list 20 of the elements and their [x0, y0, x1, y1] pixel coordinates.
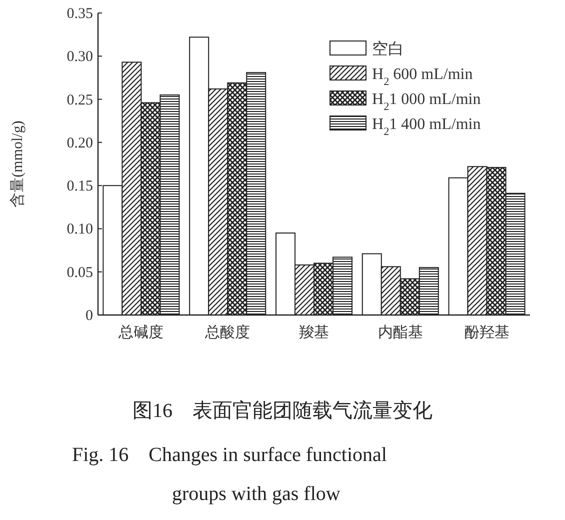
x-tick-label: 总碱度	[118, 324, 164, 341]
y-tick-label: 0.10	[66, 222, 93, 238]
x-tick-label: 酚羟基	[464, 324, 510, 341]
y-tick-label: 0.05	[66, 264, 93, 281]
y-tick-label: 0.30	[66, 49, 93, 66]
legend-label: H$_{2}$1 400 mL/min	[372, 116, 481, 138]
legend-label: 空白	[372, 40, 404, 58]
x-tick-label: 总酸度	[204, 324, 250, 341]
text: 图16 表面官能团随载气流量变化	[132, 399, 432, 422]
y-tick-label: 0.25	[66, 92, 93, 108]
x-tick-label: 羧基	[299, 324, 329, 341]
legend-label: H$_{2}$ 600 mL/min	[372, 66, 473, 88]
text: Fig. 16 Changes in surface functional groups with gas flow	[72, 444, 388, 505]
y-axis-title: 含量(mmol/g)	[9, 120, 26, 208]
y-tick-label: 0.35	[66, 6, 93, 22]
y-tick-label: 0	[86, 308, 93, 324]
y-tick-label: 0.15	[66, 178, 93, 195]
legend-label: H$_{2}$1 000 mL/min	[372, 91, 481, 113]
y-tick-label: 0.20	[66, 135, 93, 152]
x-tick-label: 内酯基	[378, 324, 423, 341]
